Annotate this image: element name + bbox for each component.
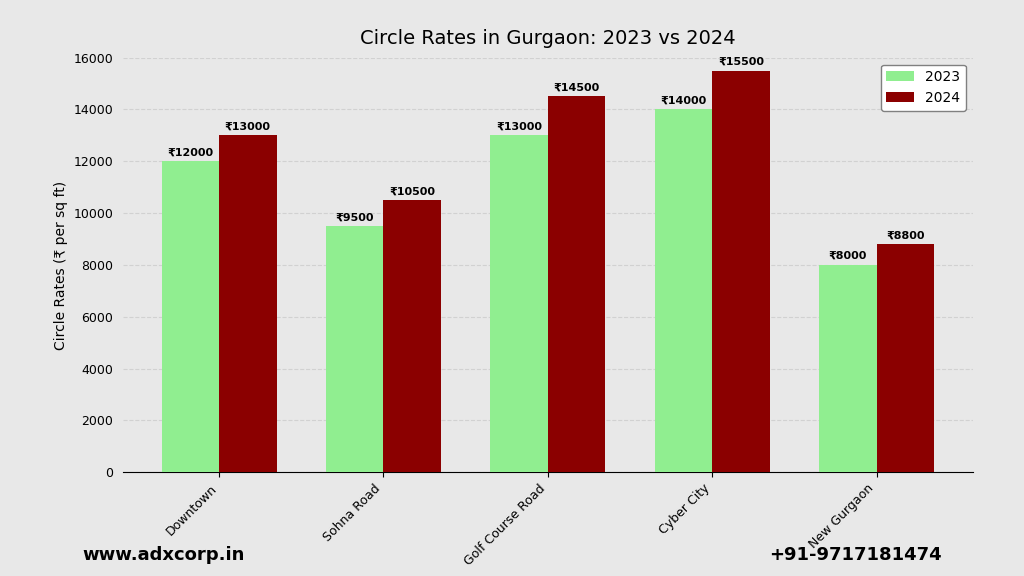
- Title: Circle Rates in Gurgaon: 2023 vs 2024: Circle Rates in Gurgaon: 2023 vs 2024: [360, 29, 735, 48]
- Bar: [713, 71, 770, 472]
- Bar: [219, 135, 276, 472]
- Bar: [877, 244, 934, 472]
- Text: www.adxcorp.in: www.adxcorp.in: [82, 547, 245, 564]
- Bar: [654, 109, 713, 472]
- Bar: [490, 135, 548, 472]
- Y-axis label: Circle Rates (₹ per sq ft): Circle Rates (₹ per sq ft): [53, 180, 68, 350]
- Bar: [326, 226, 383, 472]
- Text: ₹14500: ₹14500: [554, 82, 600, 93]
- Text: ₹10500: ₹10500: [389, 186, 435, 196]
- Text: ₹9500: ₹9500: [336, 212, 374, 222]
- Text: ₹13000: ₹13000: [496, 122, 542, 131]
- Text: ₹15500: ₹15500: [718, 56, 764, 67]
- Text: ₹8800: ₹8800: [886, 230, 925, 240]
- Bar: [162, 161, 219, 472]
- Legend: 2023, 2024: 2023, 2024: [881, 65, 966, 111]
- Text: ₹12000: ₹12000: [167, 147, 213, 157]
- Text: ₹14000: ₹14000: [660, 96, 707, 105]
- Text: +91-9717181474: +91-9717181474: [769, 547, 942, 564]
- Text: ₹8000: ₹8000: [828, 251, 867, 261]
- Bar: [819, 265, 877, 472]
- Text: ₹13000: ₹13000: [225, 122, 270, 131]
- Bar: [383, 200, 441, 472]
- Bar: [548, 97, 605, 472]
